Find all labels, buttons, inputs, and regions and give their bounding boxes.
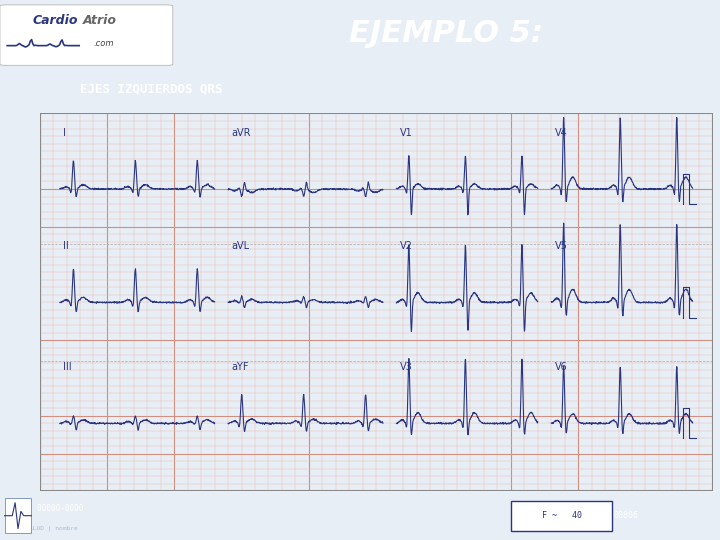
Text: LOC  00000-0000: LOC 00000-0000 xyxy=(14,504,84,513)
FancyBboxPatch shape xyxy=(0,5,173,65)
Text: III: III xyxy=(63,362,72,373)
Text: aVR: aVR xyxy=(231,128,251,138)
Text: .com: .com xyxy=(94,39,114,48)
Bar xyxy=(5,498,31,533)
Text: aVL: aVL xyxy=(231,241,250,252)
Text: EJEMPLO 5:: EJEMPLO 5: xyxy=(349,19,544,48)
Text: V4: V4 xyxy=(554,128,567,138)
Text: ca SALUD | nombre: ca SALUD | nombre xyxy=(14,525,78,531)
Text: V5: V5 xyxy=(554,241,567,252)
Text: V6: V6 xyxy=(554,362,567,373)
Text: V3: V3 xyxy=(400,362,413,373)
Text: I: I xyxy=(63,128,66,138)
Text: Atrio: Atrio xyxy=(83,14,117,26)
Text: V1: V1 xyxy=(400,128,413,138)
Text: V2: V2 xyxy=(400,241,413,252)
Text: Cardio: Cardio xyxy=(32,14,78,26)
FancyBboxPatch shape xyxy=(511,501,612,531)
Text: 00806: 00806 xyxy=(614,511,639,520)
Text: aYF: aYF xyxy=(231,362,249,373)
Text: II: II xyxy=(63,241,69,252)
Text: F ~   40: F ~ 40 xyxy=(541,511,582,520)
Text: EJES IZQUIERDOS QRS: EJES IZQUIERDOS QRS xyxy=(80,83,222,96)
